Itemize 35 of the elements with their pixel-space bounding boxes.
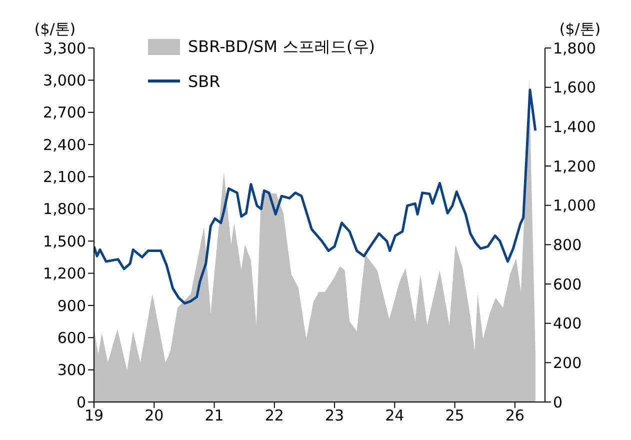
y2-tick-label: 1,400 xyxy=(553,118,596,136)
x-tick-label: 21 xyxy=(204,406,224,425)
x-tick-label: 24 xyxy=(385,406,404,425)
y2-tick-label: 600 xyxy=(553,275,582,294)
y-tick-label: 600 xyxy=(57,328,86,347)
y-tick-label: 2,700 xyxy=(43,104,86,122)
y-tick-label: 300 xyxy=(57,361,86,380)
x-tick-label: 20 xyxy=(144,406,164,425)
y-tick-label: 1,800 xyxy=(43,200,86,218)
y2-tick-label: 1,600 xyxy=(553,78,596,97)
y2-tick-label: 200 xyxy=(553,354,582,372)
y2-tick-label: 800 xyxy=(553,236,582,254)
y2-tick-label: 400 xyxy=(553,314,582,333)
y-tick-label: 3,000 xyxy=(43,72,86,90)
legend-label: SBR-BD/SM 스프레드(우) xyxy=(188,36,376,58)
x-tick-label: 19 xyxy=(84,406,104,425)
y-tick-label: 900 xyxy=(57,296,86,315)
legend-label: SBR xyxy=(188,72,220,90)
y-tick-label: 1,200 xyxy=(43,264,86,283)
y-tick-label: 0 xyxy=(76,393,86,412)
y2-tick-label: 1,800 xyxy=(553,39,596,58)
y-tick-label: 2,400 xyxy=(43,136,86,154)
y2-tick-label: 0 xyxy=(553,393,563,412)
line-series xyxy=(94,88,537,305)
y-tick-label: 2,100 xyxy=(43,168,86,186)
y-tick-label: 1,500 xyxy=(43,232,86,250)
x-tick-label: 23 xyxy=(324,406,344,425)
x-tick-label: 25 xyxy=(445,406,464,425)
y2-tick-label: 1,000 xyxy=(553,196,596,215)
x-tick-label: 26 xyxy=(505,406,524,425)
y2-tick-label: 1,200 xyxy=(553,157,596,176)
y-axis-title: ($/톤) xyxy=(34,20,76,38)
y2-axis-title: ($/톤) xyxy=(559,20,601,38)
y-tick-label: 3,300 xyxy=(43,39,86,58)
x-tick-label: 22 xyxy=(264,406,284,425)
